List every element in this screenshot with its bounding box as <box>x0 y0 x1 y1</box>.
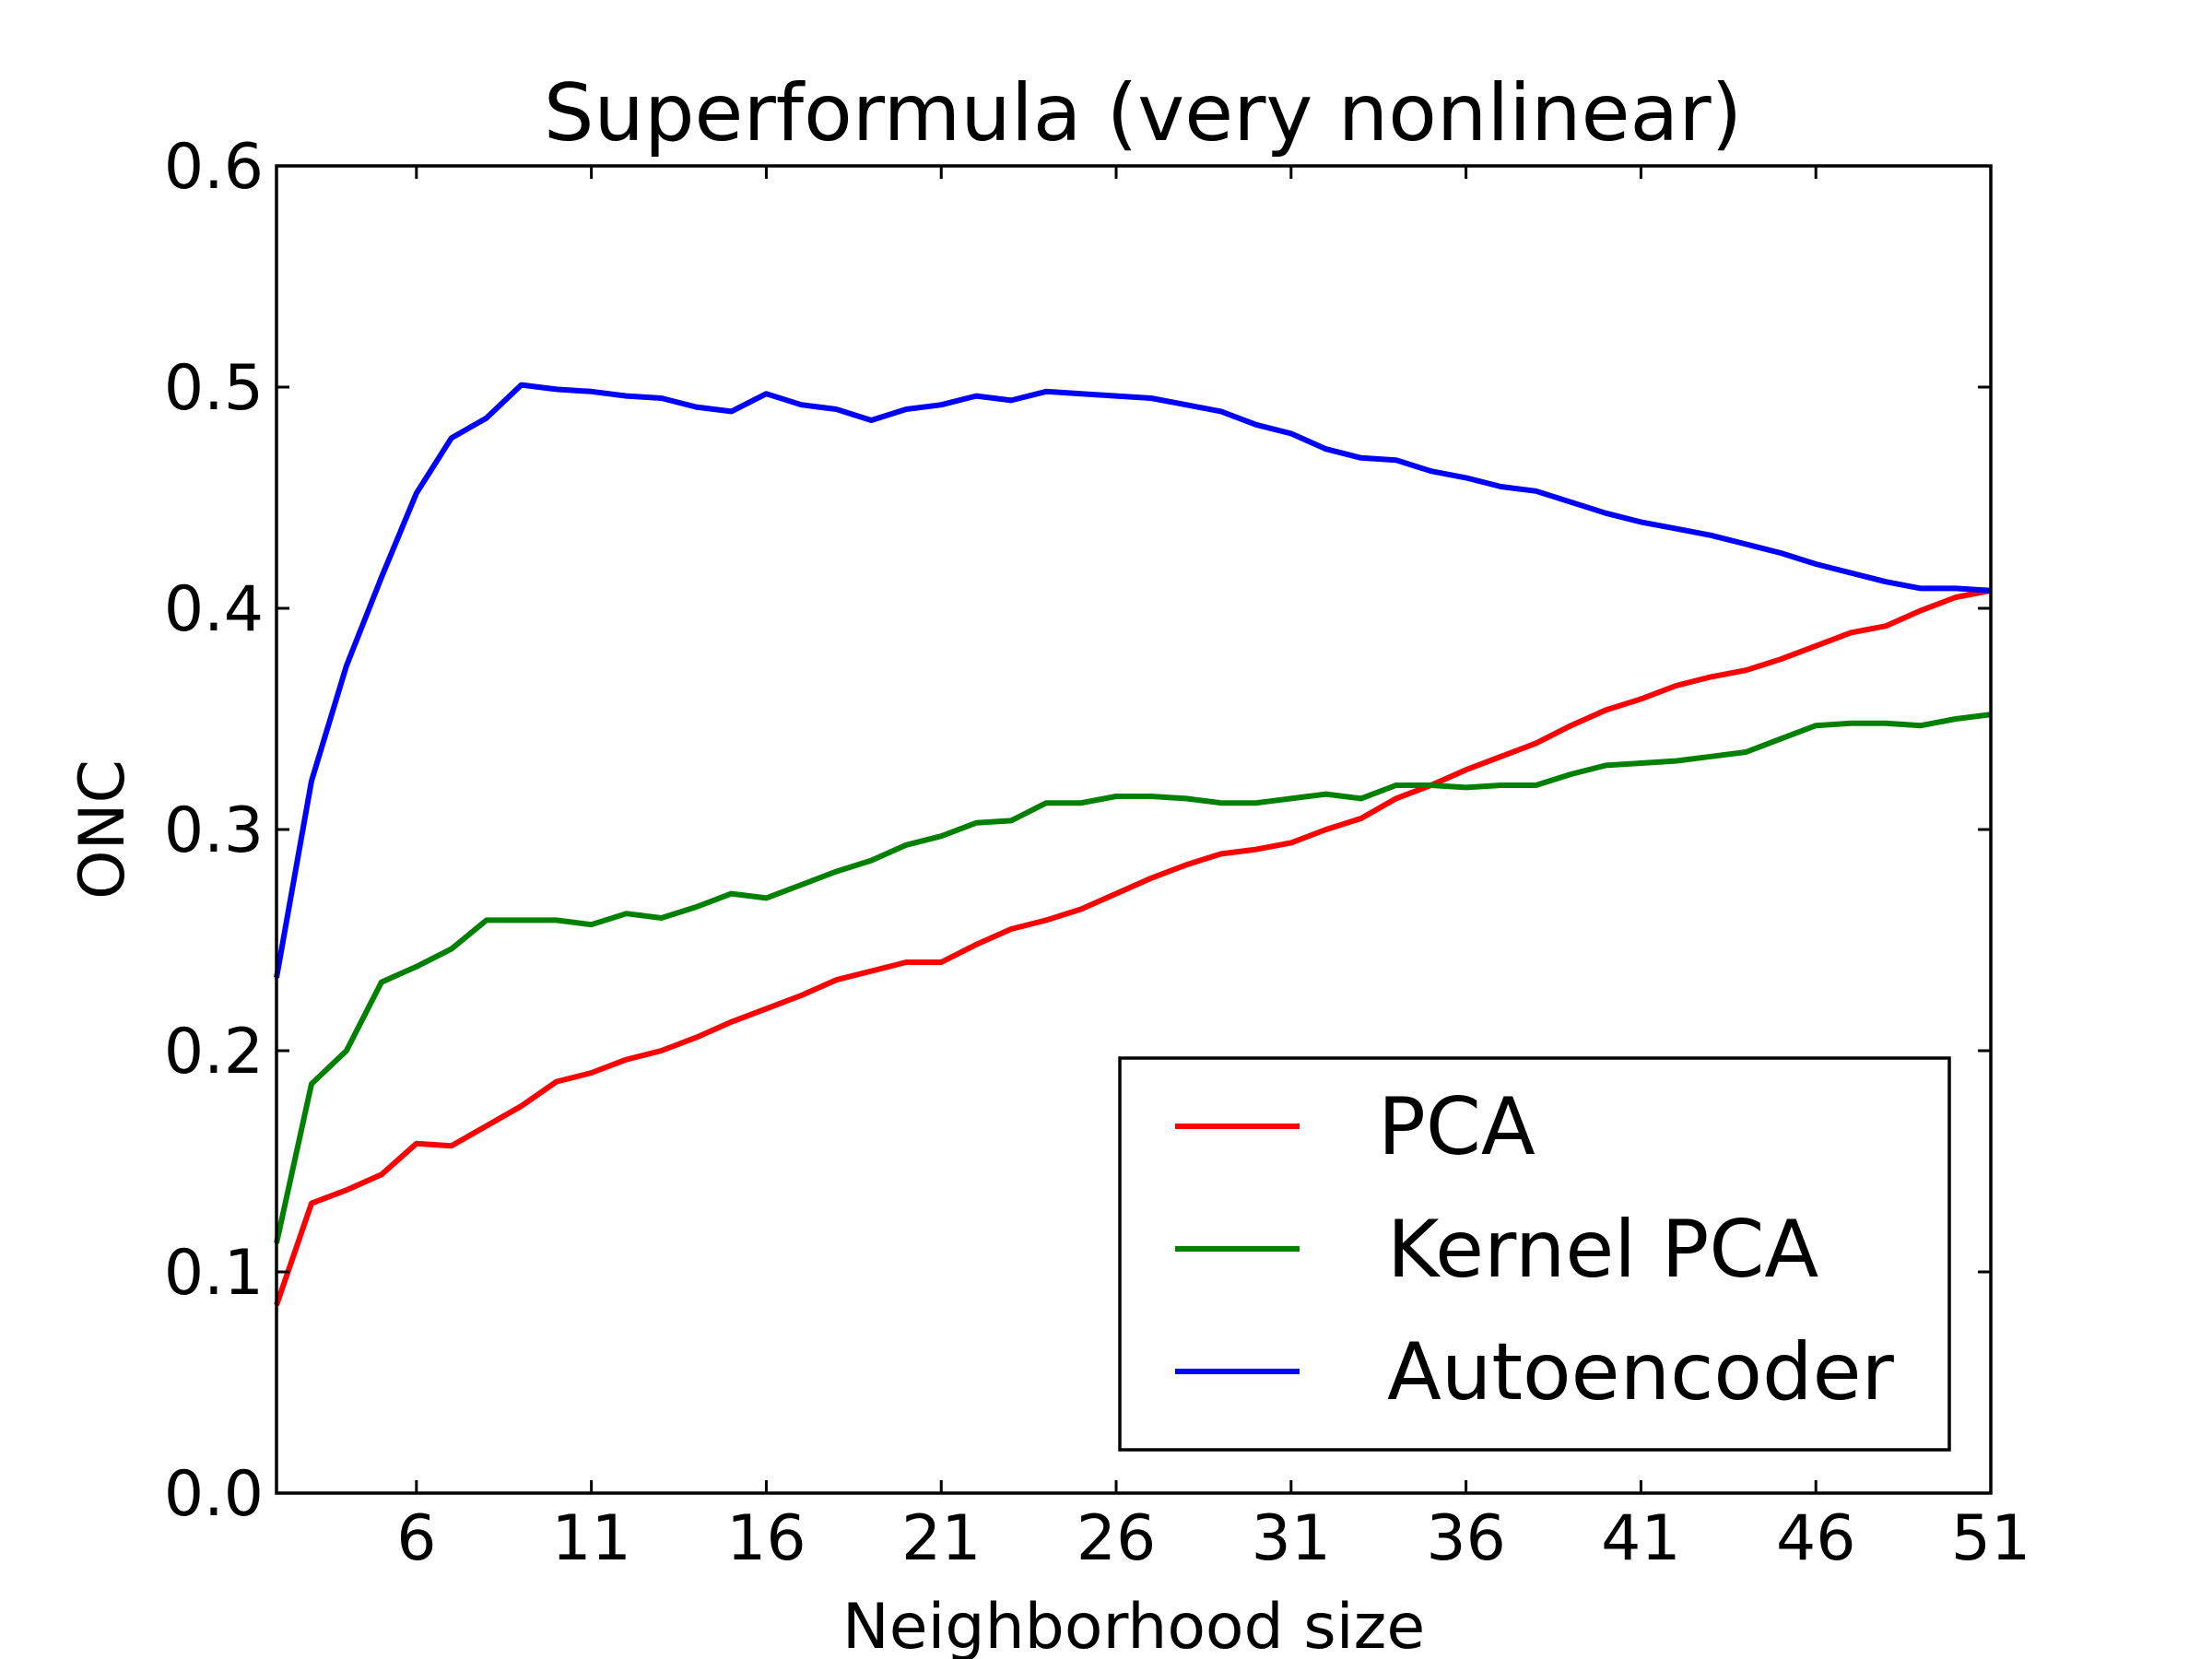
x-tick-label: 31 <box>1252 1502 1332 1575</box>
series-line-kernel-pca <box>274 712 1992 1244</box>
series-line-autoencoder <box>274 382 1992 979</box>
y-axis-label: ONC <box>66 759 139 900</box>
legend-label-kernel-pca: Kernel PCA <box>1387 1204 1818 1296</box>
legend-frame <box>1118 1056 1951 1452</box>
legend-label-pca: PCA <box>1378 1081 1535 1173</box>
x-tick-label: 21 <box>901 1502 982 1575</box>
x-tick-label: 41 <box>1601 1502 1681 1575</box>
x-tick-label: 36 <box>1426 1502 1506 1575</box>
y-tick-label: 0.4 <box>164 573 264 646</box>
y-tick-label: 0.5 <box>164 352 264 425</box>
y-tick-label: 0.1 <box>164 1237 264 1310</box>
x-tick-label: 6 <box>396 1502 436 1575</box>
ticks-layer: 6 11 16 21 26 31 36 41 46 51 0.0 0.1 0.2 0.3 0.4 0.5 0.6 <box>164 131 2030 1575</box>
chart-title: Superformula (very nonlinear) <box>544 67 1742 159</box>
x-tick-label: 26 <box>1077 1502 1157 1575</box>
y-tick-label: 0.2 <box>164 1016 264 1088</box>
series-line-pca <box>274 587 1992 1306</box>
x-tick-label: 16 <box>726 1502 806 1575</box>
x-axis-label: Neighborhood size <box>842 1591 1425 1659</box>
y-tick-label: 0.3 <box>164 794 264 867</box>
legend-label-autoencoder: Autoencoder <box>1387 1326 1894 1418</box>
y-tick-label: 0.6 <box>164 131 264 204</box>
x-tick-label: 11 <box>551 1502 631 1575</box>
y-tick-label: 0.0 <box>164 1458 264 1531</box>
series-layer <box>274 382 1992 1306</box>
legend: PCA Kernel PCA Autoencoder <box>1118 1056 1951 1452</box>
x-tick-label: 51 <box>1951 1502 2031 1575</box>
x-tick-label: 46 <box>1776 1502 1856 1575</box>
